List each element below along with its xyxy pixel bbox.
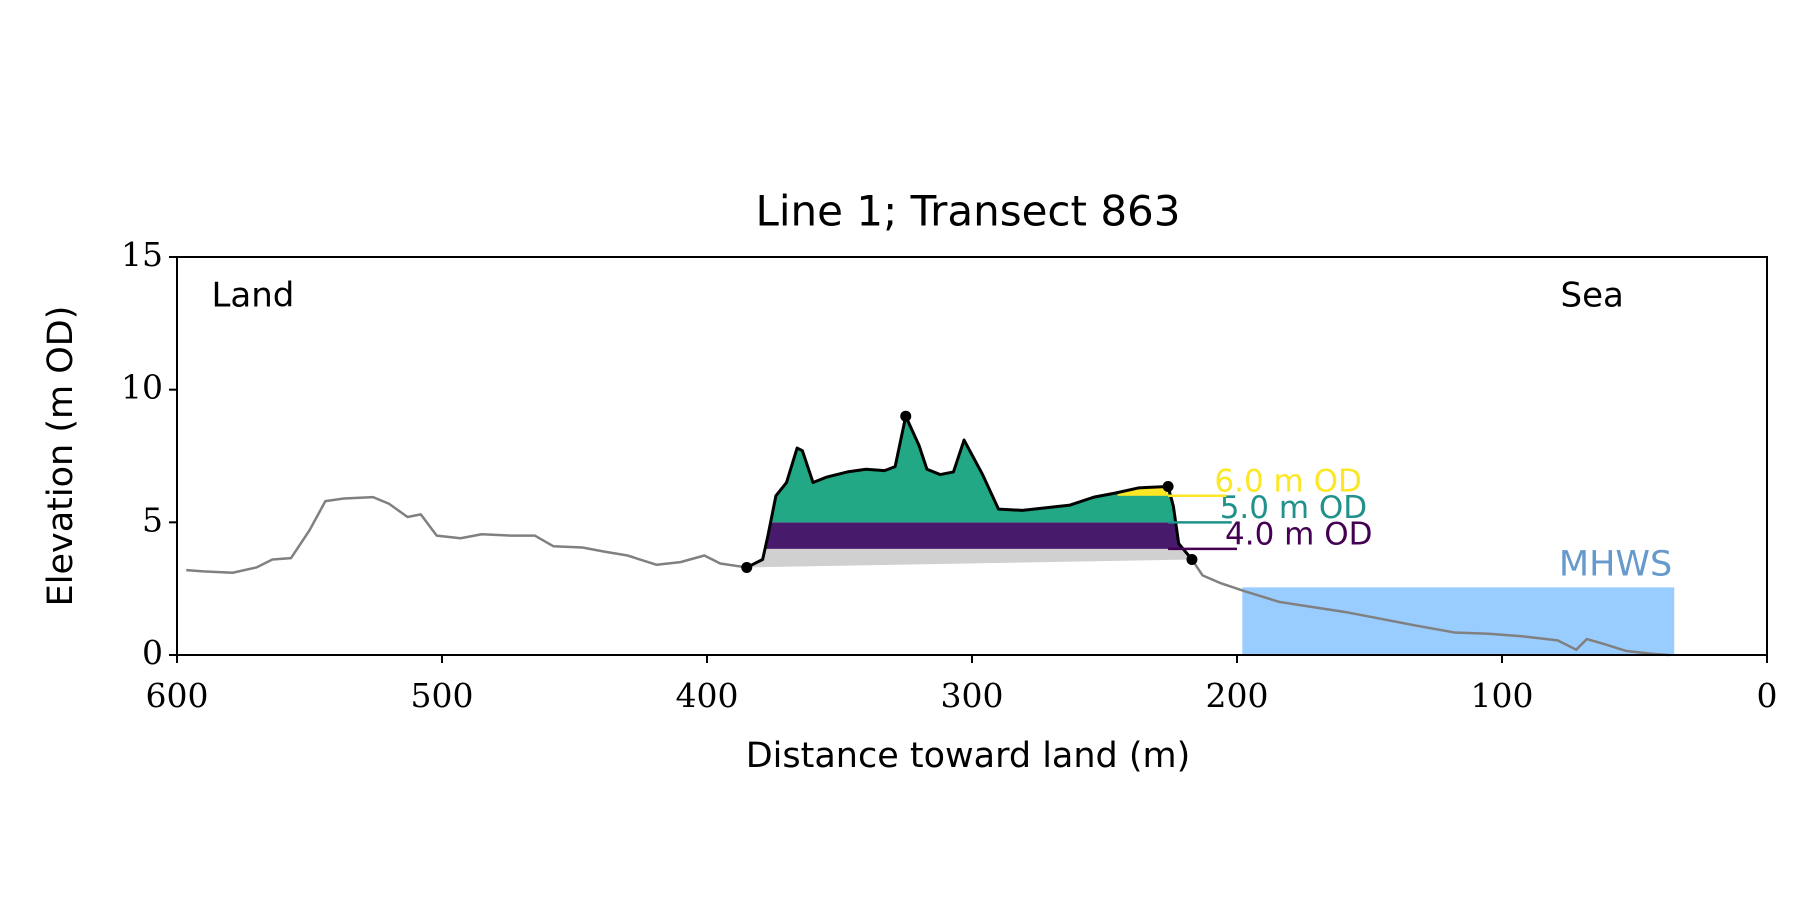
annotation: Sea	[1561, 275, 1624, 315]
marker	[900, 410, 912, 422]
dune-line	[746, 414, 1194, 569]
mhws-label: MHWS	[1559, 544, 1672, 584]
y-tick-label: 5	[142, 500, 163, 539]
y-axis-label: Elevation (m OD)	[41, 306, 81, 607]
dune-fills	[746, 416, 1192, 568]
level-fill	[746, 522, 1192, 549]
base-fill	[746, 548, 1192, 568]
x-tick-label: 400	[676, 676, 739, 715]
x-axis-label: Distance toward land (m)	[746, 736, 1191, 776]
x-tick-label: 100	[1471, 676, 1534, 715]
marker	[1162, 481, 1174, 493]
level-label: 4.0 m OD	[1225, 516, 1372, 552]
chart-title: Line 1; Transect 863	[755, 187, 1180, 236]
y-tick-label: 0	[142, 633, 163, 672]
annotation: Land	[211, 275, 294, 315]
level-label: 5.0 m OD	[1220, 490, 1367, 526]
marker	[741, 561, 753, 573]
profile-line	[1190, 558, 1670, 657]
y-tick-label: 15	[121, 235, 163, 274]
x-tick-label: 600	[146, 676, 209, 715]
x-tick-label: 200	[1206, 676, 1269, 715]
x-tick-label: 500	[411, 676, 474, 715]
level-label: 6.0 m OD	[1214, 463, 1361, 499]
y-tick-label: 10	[121, 368, 163, 407]
level-fill	[1117, 416, 1169, 496]
x-tick-label: 300	[941, 676, 1004, 715]
marker	[1186, 553, 1198, 565]
profile-line	[186, 495, 747, 574]
x-tick-label: 0	[1757, 676, 1778, 715]
